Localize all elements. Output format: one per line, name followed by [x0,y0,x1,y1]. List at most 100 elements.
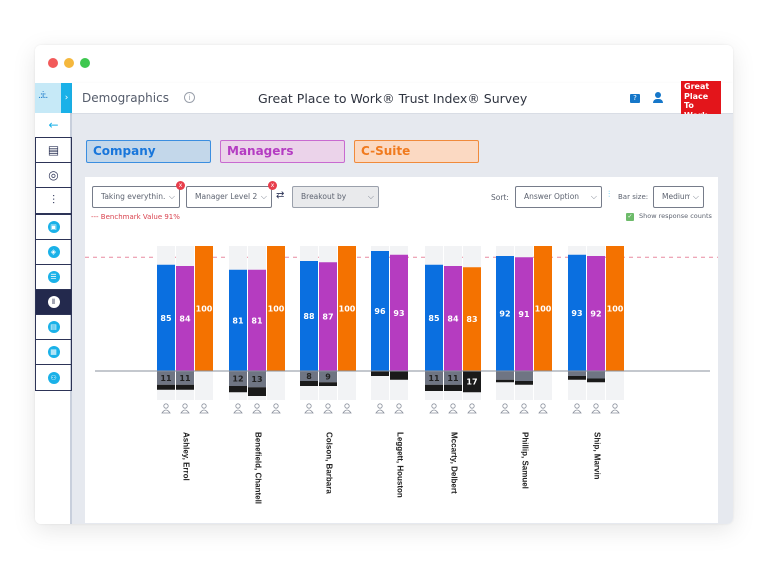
sidebar-item-check[interactable]: ◎ [36,163,71,188]
sidebar-item-trends[interactable]: ⫶ [36,188,71,213]
person-icon-body [323,409,333,414]
bar-size-dropdown[interactable]: Medium ⌵ [653,186,704,208]
user-icon[interactable] [652,92,664,104]
sidebar-item-checklist[interactable]: ☰ [36,265,71,290]
sidebar-item-heatmap[interactable]: ▦ [36,340,71,365]
bar-company-5 [496,256,514,371]
person-icon-body [519,409,529,414]
negative-bar-gray [229,371,247,386]
negative-value-label: 17 [466,378,477,387]
bar-value-label: 100 [196,305,213,314]
sidebar-item-demographics[interactable]: ⫴ [36,290,71,315]
bar-managers-3 [390,254,408,371]
header-bar: Demographics i Great Place to Work® Trus… [72,83,733,114]
negative-bar-dark [568,376,586,380]
bar-value-label: 100 [268,305,285,314]
person-icon [182,403,188,409]
close-window-button[interactable] [48,58,58,68]
sidebar-item-comments[interactable]: ▤ [36,315,71,340]
negative-bar-dark [248,387,266,396]
negative-value-label: 13 [251,375,262,384]
bar-value-label: 100 [339,305,356,314]
chevron-down-icon: ⌵ [367,192,374,201]
negative-bar-dark [496,379,514,383]
window-titlebar [35,45,733,83]
bar-value-label: 92 [499,310,510,319]
person-icon-body [271,409,281,414]
filter-dropdown-2[interactable]: Manager Level 2 ⌵ x [186,181,277,208]
bar-value-label: 92 [590,310,601,319]
negative-bar-dark [300,381,318,386]
bar-value-label: 84 [179,315,191,324]
negative-bar-dark [425,384,443,391]
bar-managers-4 [444,266,462,371]
main-content: Company Managers C-Suite Taking everythi… [72,114,733,524]
checklist-icon: ☰ [47,271,60,283]
sidebar-item-layers[interactable]: ◈ [36,240,71,265]
bar-value-label: 83 [466,315,477,324]
person-icon-body [610,409,620,414]
person-icon [612,403,618,409]
bar-company-1 [229,269,247,371]
expand-sidebar-button[interactable]: › [61,83,72,113]
person-icon [574,403,580,409]
back-arrow-icon[interactable]: ← [48,118,59,132]
bar-size-value: Medium [662,192,690,201]
segment-company-button[interactable]: Company [86,140,211,163]
person-icon-body [252,409,262,414]
show-counts-checkbox[interactable]: ✓ [626,213,634,221]
sort-label: Sort: [491,193,509,202]
chevron-down-icon: ⌵ [590,192,597,201]
person-icon [450,403,456,409]
breakout-dropdown[interactable]: Breakout by ⌵ [292,186,379,208]
bar-managers-2 [319,262,337,371]
person-icon-body [233,409,243,414]
category-label: Benefield, Chantell [253,432,263,505]
bar-value-label: 93 [571,309,582,318]
negative-value-label: 11 [428,374,440,383]
remove-filter1-button[interactable]: x [176,181,185,190]
benchmark-legend: --- Benchmark Value 91% [91,213,180,221]
sidebar-sub-group: ▣ ◈ ☰ ⫴ ▤ ▦ ⚇ [35,214,72,391]
bar-c-suite-4 [463,267,481,371]
segment-managers-button[interactable]: Managers [220,140,345,163]
category-label: Colson, Barbara [324,432,334,494]
negative-value-label: 9 [325,373,331,382]
maximize-window-button[interactable] [80,58,90,68]
negative-bar-gray [425,371,443,385]
bar-company-3 [371,251,389,371]
bar-value-label: 85 [428,314,440,323]
person-icon [344,403,350,409]
negative-bar-dark [444,384,462,391]
negative-value-label: 11 [447,374,459,383]
person-icon [377,403,383,409]
negative-bar-gray [496,371,514,380]
filter-dropdown-1[interactable]: Taking everythin... ⌵ x [92,181,185,208]
sidebar-item-report[interactable]: ▣ [36,215,71,240]
chart-panel: Taking everythin... ⌵ x Manager Level 2 … [85,177,718,523]
chevron-down-icon: ⌵ [260,192,267,201]
info-icon[interactable]: i [184,92,195,103]
sidebar: .:i:. › ← ▤ ◎ ⫶ ▣ ◈ ☰ ⫴ ▤ ▦ ⚇ [35,83,72,524]
person-icon [306,403,312,409]
logo-line: Great [684,82,710,91]
category-label: Ashley, Errol [181,432,191,481]
people-icon: ⚇ [47,371,60,384]
help-icon[interactable]: ? [630,94,640,103]
swap-icon[interactable]: ⇄ [276,190,285,201]
sidebar-item-survey[interactable]: ▤ [36,138,71,163]
bar-value-label: 93 [393,309,404,318]
logo-line: Place [684,91,709,101]
segment-csuite-button[interactable]: C-Suite [354,140,479,163]
sort-dropdown[interactable]: Answer Option ⌵ [515,186,602,208]
app-logo-icon[interactable]: .:i:. [35,83,61,113]
filter1-value: Taking everythin... [101,192,166,201]
survey-title: Great Place to Work® Trust Index® Survey [258,91,528,106]
minimize-window-button[interactable] [64,58,74,68]
remove-filter2-button[interactable]: x [268,181,277,190]
negative-bar-dark [371,371,389,376]
sidebar-item-people[interactable]: ⚇ [36,365,71,390]
bar-managers-0 [176,266,194,371]
negative-bar-gray [568,371,586,376]
negative-bar-gray [248,371,266,388]
